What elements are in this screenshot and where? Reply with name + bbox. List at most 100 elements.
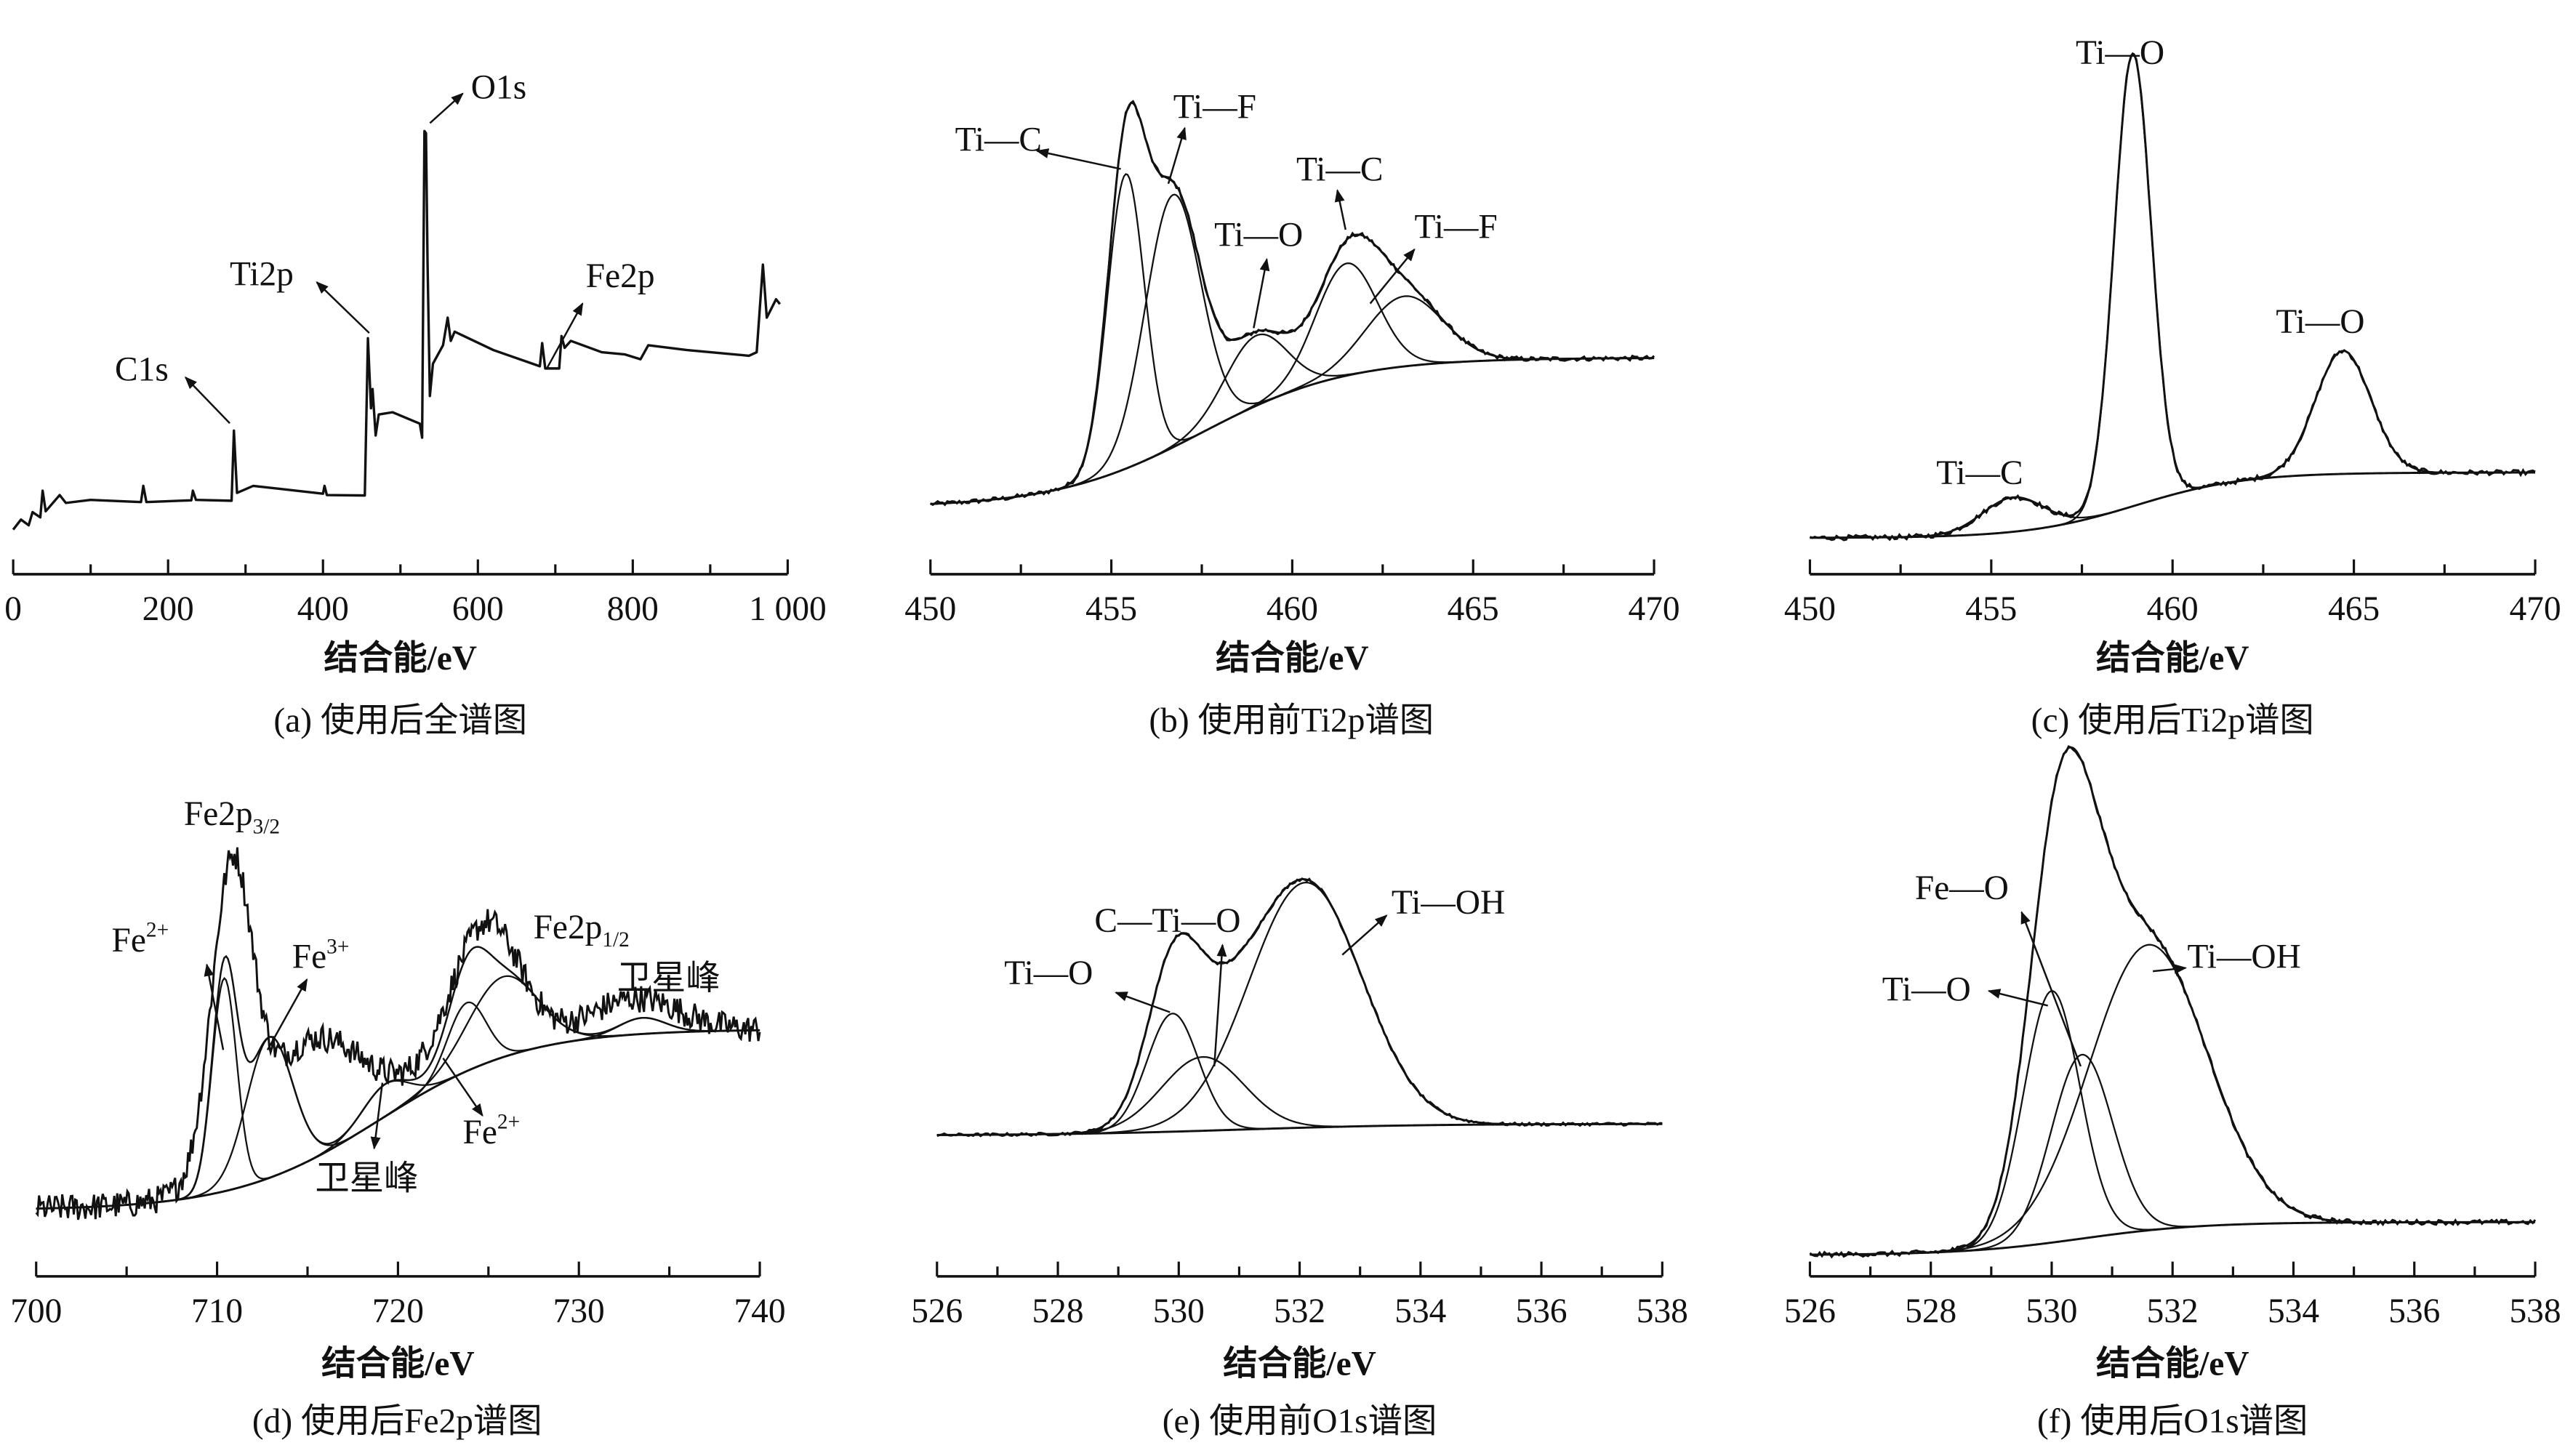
panel-caption: (d) 使用后Fe2p谱图	[252, 1402, 542, 1440]
annotation-arrow	[1253, 257, 1270, 329]
panel-a: 0 200 400 600 800 1 000 结合能/eV (a) 使用后全谱图 O1s Ti2…	[4, 68, 826, 739]
peak-annotation: Ti—O	[1882, 971, 1971, 1009]
peak-annotation: Ti—O	[1004, 954, 1093, 992]
annotation-arrow	[2020, 911, 2082, 1067]
fit-component-line	[1810, 350, 2536, 539]
annotation-arrow	[204, 963, 225, 1050]
annotation-arrow	[1369, 248, 1416, 305]
x-tick-label: 470	[2509, 590, 2561, 628]
x-tick-label: 538	[2509, 1292, 2561, 1330]
peak-annotation: Ti2p	[230, 256, 294, 294]
fit-component-line	[936, 1013, 1663, 1136]
peak-annotation: Fe2p3/2	[184, 795, 280, 838]
peak-annotation: Fe2p	[586, 257, 655, 295]
fit-component-line	[930, 295, 1655, 505]
annotation-arrow	[2153, 964, 2188, 975]
peak-annotation: Ti—F	[1415, 208, 1498, 246]
survey-spectrum-line	[12, 129, 782, 531]
peak-annotation: Fe3+	[292, 935, 350, 976]
x-tick-label: 720	[372, 1292, 424, 1330]
x-axis-title: 结合能/eV	[2096, 1344, 2249, 1383]
panel-d: 700 710 720 730 740 结合能/eV (d) 使用后Fe2p谱图 Fe2p3/…	[10, 795, 785, 1440]
peak-annotation: Fe2+	[463, 1111, 521, 1151]
x-tick-label: 538	[1637, 1292, 1688, 1330]
panel-c: 450 455 460 465 470 结合能/eV (c) 使用后Ti2p谱图 Ti—O Ti…	[1784, 34, 2561, 740]
peak-annotation: C—Ti—O	[1094, 902, 1240, 940]
peak-annotation: Ti—O	[1214, 217, 1303, 254]
peak-annotation: C1s	[115, 351, 169, 389]
annotation-arrow	[1987, 989, 2049, 1007]
x-tick-label: 710	[191, 1292, 243, 1330]
fit-component-line	[930, 262, 1655, 505]
x-tick-label: 536	[2388, 1292, 2440, 1330]
x-tick-label: 460	[1267, 590, 1318, 628]
measured-spectrum-line	[35, 847, 761, 1220]
annotation-arrow	[545, 302, 584, 370]
x-tick-label: 450	[1784, 590, 1836, 628]
x-tick-label: 528	[1905, 1292, 1956, 1330]
panel-f: 526 528 530 532 534 536 538 结合能/eV (f) 使用后O1s谱图 F…	[1784, 744, 2561, 1440]
panel-caption: (a) 使用后全谱图	[273, 701, 527, 740]
peak-annotation: 卫星峰	[315, 1159, 418, 1197]
x-tick-label: 730	[553, 1292, 605, 1330]
annotation-arrow	[184, 376, 230, 425]
measured-spectrum-line	[936, 877, 1663, 1138]
measured-spectrum-line	[1809, 53, 2536, 542]
annotation-arrow	[316, 281, 370, 334]
x-axis-title: 结合能/eV	[1223, 1344, 1376, 1383]
peak-annotation: Ti—O	[2276, 303, 2364, 341]
peak-annotation: Fe—O	[1915, 869, 2009, 907]
x-axis-title: 结合能/eV	[2096, 639, 2249, 677]
x-axis-title: 结合能/eV	[321, 1344, 475, 1383]
panel-caption: (c) 使用后Ti2p谱图	[2031, 702, 2314, 740]
x-tick-label: 1 000	[749, 590, 827, 628]
panel-e: 526 528 530 532 534 536 538 结合能/eV (e) 使用前O1s谱图 T…	[911, 877, 1688, 1440]
x-tick-label: 528	[1032, 1292, 1084, 1330]
x-tick-label: 450	[904, 590, 956, 628]
x-tick-label: 536	[1516, 1292, 1568, 1330]
panel-caption: (b) 使用前Ti2p谱图	[1149, 702, 1434, 740]
annotation-arrow	[429, 92, 464, 124]
annotation-arrow	[370, 1082, 384, 1150]
background-line	[930, 357, 1655, 505]
x-tick-label: 455	[1965, 590, 2017, 628]
fit-envelope-line	[936, 878, 1663, 1136]
x-tick-label: 526	[1784, 1292, 1836, 1330]
background-line	[1810, 1220, 2536, 1256]
annotation-arrow	[1341, 914, 1388, 956]
x-tick-label: 530	[2026, 1292, 2077, 1330]
peak-annotation: Ti—C	[955, 121, 1042, 159]
x-tick-label: 200	[143, 590, 194, 628]
annotation-arrow	[266, 978, 308, 1051]
x-tick-label: 400	[297, 590, 349, 628]
x-tick-label: 532	[1274, 1292, 1325, 1330]
annotation-arrow	[1213, 944, 1227, 1067]
peak-annotation: Ti—O	[2076, 34, 2164, 72]
x-tick-label: 465	[2328, 590, 2380, 628]
fit-envelope-line	[1810, 52, 2536, 539]
annotation-arrow	[1035, 148, 1121, 170]
x-tick-label: 0	[4, 590, 22, 628]
x-tick-label: 534	[1394, 1292, 1446, 1330]
x-axis-title: 结合能/eV	[324, 639, 478, 677]
fit-component-line	[936, 881, 1663, 1136]
x-tick-label: 526	[911, 1292, 963, 1330]
x-tick-label: 600	[452, 590, 504, 628]
x-tick-label: 800	[607, 590, 659, 628]
x-tick-label: 700	[10, 1292, 62, 1330]
x-tick-label: 470	[1629, 590, 1680, 628]
x-axis-title: 结合能/eV	[1216, 639, 1369, 677]
background-line	[1810, 471, 2536, 539]
annotation-arrow	[1167, 126, 1187, 185]
x-tick-label: 460	[2147, 590, 2199, 628]
fit-component-line	[1810, 471, 2536, 539]
measured-spectrum-line	[1809, 744, 2537, 1259]
measured-spectrum-line	[929, 100, 1655, 507]
peak-annotation: Ti—C	[1936, 454, 2023, 492]
x-tick-label: 740	[734, 1292, 786, 1330]
peak-annotation: 卫星峰	[617, 960, 720, 997]
fit-component-line	[1810, 1053, 2536, 1256]
annotation-arrow	[1334, 189, 1346, 230]
x-tick-label: 465	[1448, 590, 1499, 628]
